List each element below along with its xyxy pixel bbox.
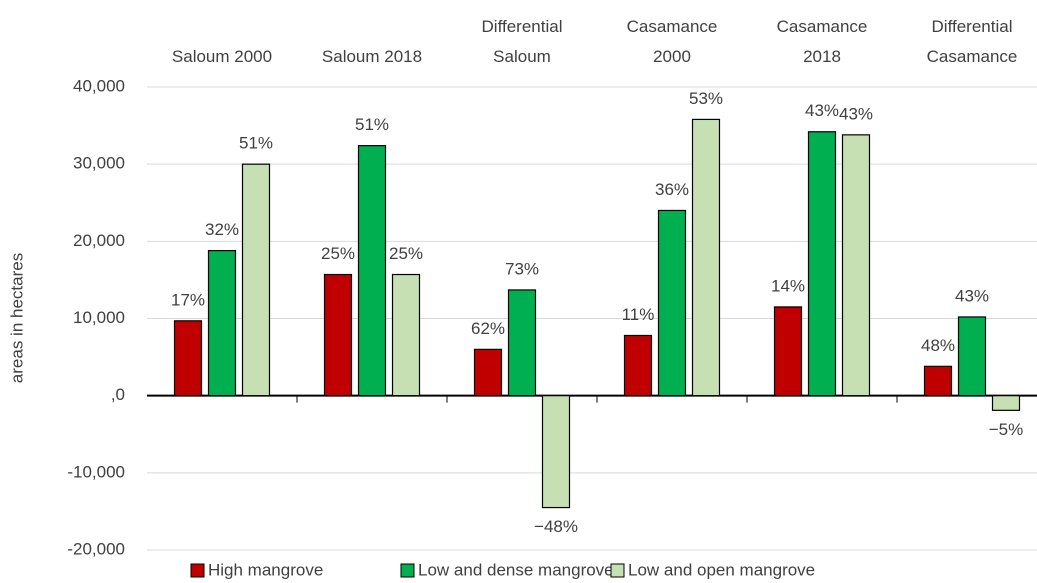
data-label: 14% bbox=[771, 276, 805, 295]
bar bbox=[957, 316, 987, 397]
data-label: −5% bbox=[989, 420, 1024, 439]
legend-label: Low and open mangrove bbox=[628, 560, 815, 579]
data-label: 53% bbox=[689, 89, 723, 108]
data-label: 43% bbox=[805, 101, 839, 120]
category-label: Casamance 2000 bbox=[626, 17, 718, 66]
data-label: 11% bbox=[622, 305, 655, 324]
legend-label: High mangrove bbox=[208, 560, 323, 579]
bar bbox=[323, 273, 353, 397]
y-tick-label: 10,000 bbox=[73, 308, 125, 327]
bar bbox=[657, 209, 687, 397]
data-label: 43% bbox=[839, 104, 873, 123]
bar bbox=[173, 320, 203, 397]
data-label: 17% bbox=[171, 290, 205, 309]
legend-label: Low and dense mangrove bbox=[418, 560, 614, 579]
category-label: Differential Saloum bbox=[481, 17, 563, 66]
bar bbox=[391, 273, 421, 397]
data-label: 32% bbox=[205, 220, 239, 239]
bar bbox=[923, 365, 953, 397]
data-label: 51% bbox=[239, 134, 273, 153]
bar bbox=[507, 289, 537, 397]
bar bbox=[691, 118, 721, 397]
bar bbox=[841, 134, 871, 397]
bar bbox=[241, 163, 271, 397]
y-axis-title: areas in hectares bbox=[7, 253, 26, 383]
bar bbox=[773, 306, 803, 397]
bar bbox=[473, 348, 503, 397]
y-tick-label: 40,000 bbox=[73, 76, 125, 95]
y-tick-label: -10,000 bbox=[67, 462, 125, 481]
bar bbox=[357, 145, 387, 397]
data-label: 43% bbox=[955, 286, 989, 305]
category-label: Differential Casamance bbox=[926, 17, 1018, 66]
y-tick-label: 30,000 bbox=[73, 154, 125, 173]
bar bbox=[207, 249, 237, 397]
legend-swatch bbox=[610, 563, 625, 578]
y-tick-label: -20,000 bbox=[67, 539, 125, 558]
bar bbox=[991, 395, 1021, 411]
category-label: Saloum 2018 bbox=[321, 47, 423, 66]
data-label: −48% bbox=[534, 517, 578, 536]
bar bbox=[807, 131, 837, 397]
category-label: Casamance 2018 bbox=[776, 17, 868, 66]
data-label: 73% bbox=[505, 259, 539, 278]
data-label: 62% bbox=[471, 319, 505, 338]
bar bbox=[541, 395, 571, 509]
legend-swatch bbox=[190, 563, 205, 578]
bar bbox=[623, 334, 653, 397]
y-tick-label: ,0 bbox=[111, 385, 125, 404]
legend-swatch bbox=[400, 563, 415, 578]
category-label: Saloum 2000 bbox=[171, 47, 273, 66]
data-label: 51% bbox=[355, 115, 389, 134]
data-label: 25% bbox=[389, 244, 423, 263]
data-label: 48% bbox=[921, 336, 955, 355]
y-tick-label: 20,000 bbox=[73, 231, 125, 250]
data-label: 25% bbox=[321, 244, 355, 263]
data-label: 36% bbox=[655, 180, 689, 199]
